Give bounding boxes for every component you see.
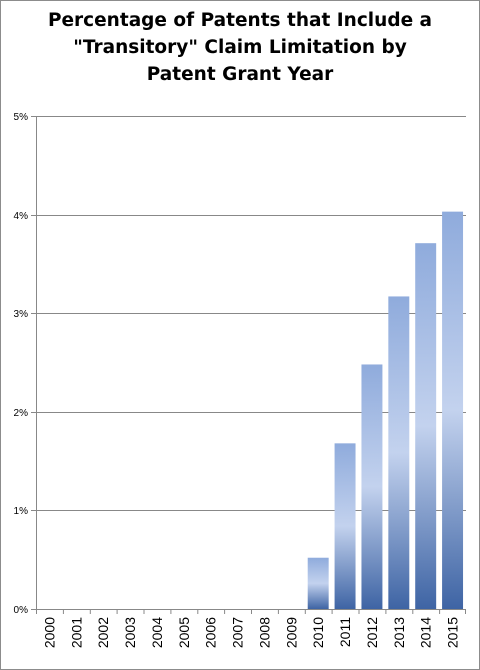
chart-title-line-2: "Transitory" Claim Limitation by	[73, 37, 407, 58]
bar-2015	[442, 211, 464, 609]
x-tick-label-2002: 2002	[95, 617, 111, 648]
bar-2011	[334, 443, 356, 609]
x-tick-label-2012: 2012	[364, 617, 380, 648]
bar-2013	[388, 296, 410, 609]
x-tick-label-2009: 2009	[283, 617, 299, 648]
x-tick-label-2004: 2004	[149, 617, 165, 648]
x-tick-label-2005: 2005	[176, 617, 192, 648]
y-tick-label-4: 4%	[14, 211, 29, 222]
x-tick-label-2010: 2010	[310, 617, 326, 648]
y-tick-label-1: 1%	[14, 506, 29, 517]
x-tick-label-2015: 2015	[445, 617, 461, 648]
chart-title-line-1: Percentage of Patents that Include a	[47, 10, 433, 31]
x-tick-label-2007: 2007	[230, 617, 246, 648]
chart-title: Percentage of Patents that Include a "Tr…	[1, 7, 479, 88]
y-tick-label-5: 5%	[14, 112, 29, 123]
x-tick-label-2003: 2003	[122, 617, 138, 648]
bar-2014	[415, 243, 437, 609]
x-tick-label-2008: 2008	[256, 617, 272, 648]
x-tick-label-2001: 2001	[68, 617, 84, 648]
chart-title-line-3: Patent Grant Year	[146, 64, 334, 85]
x-tick-label-2000: 2000	[41, 617, 57, 648]
x-tick-label-2014: 2014	[418, 617, 434, 648]
y-tick-label-0: 0%	[14, 605, 29, 616]
bar-2012	[361, 364, 383, 609]
y-tick-label-2: 2%	[14, 408, 29, 419]
bar-2010	[307, 557, 329, 609]
x-tick-label-2013: 2013	[391, 617, 407, 648]
x-tick-label-2011: 2011	[337, 617, 353, 647]
y-tick-label-3: 3%	[14, 309, 29, 320]
x-tick-label-2006: 2006	[203, 617, 219, 648]
